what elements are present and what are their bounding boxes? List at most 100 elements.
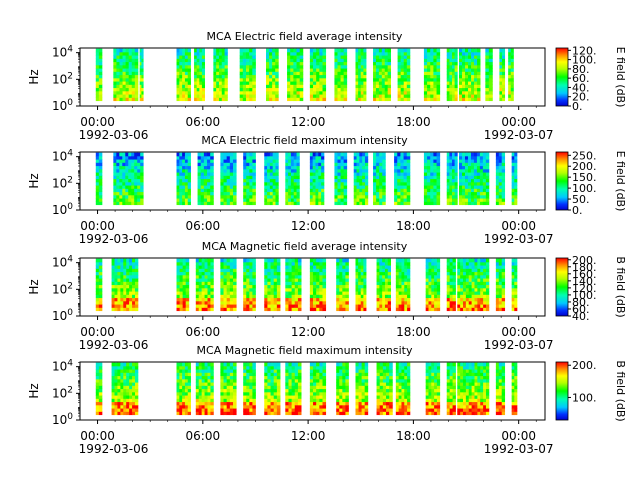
heatmap-cell [485,284,490,289]
heatmap-cell [233,185,237,189]
heatmap-cell [477,278,481,282]
heatmap-cell [120,395,124,399]
heatmap-cell [275,172,279,176]
heatmap-cell [221,77,225,82]
heatmap-cell [187,155,191,160]
heatmap-cell [199,77,203,82]
heatmap-cell [132,382,136,386]
heatmap-cell [362,159,366,163]
heatmap-cell [510,94,514,98]
heatmap-cell [316,261,320,266]
heatmap-cell [465,77,469,82]
heatmap-cell [95,155,100,160]
heatmap-cell [362,201,366,206]
heatmap-cell [401,291,405,295]
heatmap-cell [459,97,463,102]
heatmap-cell [382,159,386,163]
heatmap-cell [276,271,281,276]
heatmap-cell [226,162,231,167]
heatmap-cell [460,278,464,282]
heatmap-cell [95,74,100,79]
heatmap-cell [400,81,405,85]
x-tick-label: 06:00 [186,219,221,233]
heatmap-cell [457,261,461,266]
heatmap-cell [252,391,256,396]
heatmap-cell [485,185,490,189]
heatmap-cell [495,265,500,269]
heatmap-cell [511,294,515,299]
heatmap-cell [116,51,120,56]
heatmap-cell [126,297,130,302]
heatmap-cell [319,94,323,98]
heatmap-cell [334,155,338,160]
heatmap-cell [207,300,211,305]
heatmap-cell [288,294,293,299]
heatmap-cell [210,304,214,308]
heatmap-cell [285,265,289,269]
heatmap-cell [355,261,359,266]
heatmap-cell [226,178,231,183]
heatmap-cell [187,365,191,370]
heatmap-cell [465,291,470,295]
heatmap-cell [220,155,224,160]
heatmap-cell [210,369,214,373]
heatmap-cell [179,55,183,59]
heatmap-cell [131,68,136,72]
heatmap-block [287,48,304,102]
heatmap-cell [400,71,405,76]
heatmap-cell [119,178,123,183]
heatmap-cell [229,369,234,373]
heatmap-block [459,152,490,206]
heatmap-cell [381,77,386,82]
heatmap-cell [243,165,247,170]
heatmap-cell [407,294,411,299]
heatmap-cell [229,152,234,157]
heatmap-cell [433,198,437,202]
heatmap-cell [403,84,408,89]
heatmap-cell [430,172,434,176]
heatmap-cell [355,271,359,276]
heatmap-cell [309,281,314,286]
heatmap-cell [98,155,103,160]
heatmap-cell [120,258,124,263]
heatmap-cell [485,307,490,312]
heatmap-cell [468,58,472,63]
heatmap-cell [313,61,317,66]
heatmap-cell [358,294,362,299]
heatmap-cell [285,178,289,183]
heatmap-cell [275,181,279,186]
heatmap-cell [229,291,234,295]
heatmap-cell [471,268,475,273]
heatmap-cell [226,411,231,416]
heatmap-cell [126,391,130,396]
heatmap-cell [495,294,500,299]
heatmap-cell [201,408,205,412]
heatmap-cell [140,188,144,193]
heatmap-cell [224,58,228,63]
heatmap-cell [239,48,244,53]
heatmap-cell [387,81,391,85]
heatmap-cell [339,304,343,308]
heatmap-cell [182,398,186,403]
heatmap-cell [117,268,121,273]
heatmap-cell [336,304,340,308]
heatmap-cell [460,265,464,269]
heatmap-cell [252,398,256,403]
heatmap-cell [126,398,130,403]
heatmap-cell [184,395,189,399]
x-date-start-label: 1992-03-06 [79,232,149,246]
heatmap-cell [287,58,291,63]
heatmap-cell [201,395,205,399]
heatmap-cell [471,297,475,302]
heatmap-cell [98,388,103,393]
heatmap-cell [131,201,135,206]
heatmap-cell [95,265,100,269]
heatmap-cell [249,165,253,170]
heatmap-cell [201,84,205,89]
heatmap-cell [457,271,461,276]
heatmap-cell [141,61,144,66]
heatmap-cell [316,68,320,72]
heatmap-cell [473,165,478,170]
heatmap-cell [485,90,490,95]
heatmap-cell [201,401,205,406]
